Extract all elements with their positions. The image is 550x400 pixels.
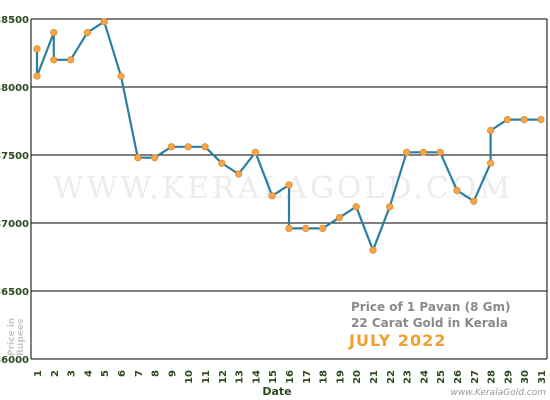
x-tick-label: 23: [403, 370, 414, 384]
data-point: [134, 154, 142, 162]
y-tick-label: 36500: [0, 287, 29, 298]
x-tick-label: 12: [218, 370, 229, 384]
data-point: [486, 126, 495, 135]
gridlines: [30, 18, 548, 360]
y-axis-ticks: 36000 36500 37000 37500 38000 38500: [0, 15, 29, 366]
data-point: [453, 186, 461, 194]
y-tick-label: 38000: [0, 83, 29, 94]
x-tick-label: 4: [83, 370, 94, 377]
data-point: [470, 197, 478, 205]
data-point: [520, 116, 528, 124]
x-tick-label: 2: [50, 370, 61, 377]
data-point: [83, 28, 92, 37]
x-tick-label: 8: [151, 370, 162, 377]
data-point: [50, 56, 58, 64]
data-point: [302, 224, 310, 232]
data-point: [352, 203, 360, 211]
x-tick-label: 31: [537, 370, 548, 384]
data-point: [419, 148, 427, 156]
x-tick-label: 10: [184, 370, 195, 384]
data-point: [50, 28, 58, 37]
price-line: [35, 20, 541, 252]
data-point: [335, 214, 343, 222]
x-tick-label: 5: [100, 370, 111, 377]
y-tick-label: 36000: [0, 355, 29, 366]
data-point: [167, 143, 175, 151]
x-tick-label: 21: [369, 370, 380, 384]
x-tick-label: 24: [419, 370, 430, 384]
data-point: [151, 154, 159, 162]
data-point: [503, 116, 511, 124]
x-tick-label: 7: [134, 370, 145, 377]
data-point: [285, 224, 293, 232]
data-point: [436, 148, 444, 156]
x-tick-label: 30: [520, 370, 531, 384]
x-axis-label: Date: [262, 385, 291, 398]
data-point: [33, 72, 41, 80]
x-tick-label: 26: [453, 370, 464, 384]
data-point: [386, 203, 394, 211]
x-tick-label: 3: [67, 370, 78, 377]
x-tick-label: 9: [167, 370, 178, 377]
x-tick-label: 25: [436, 370, 447, 384]
y-axis-label: Rupees: [16, 319, 26, 356]
data-point: [67, 56, 75, 64]
data-point: [268, 192, 276, 200]
data-point: [33, 45, 41, 53]
x-tick-label: 6: [117, 370, 128, 377]
data-point: [218, 159, 226, 167]
data-point: [100, 18, 108, 26]
x-tick-label: 16: [285, 370, 296, 384]
x-tick-label: 11: [201, 370, 212, 384]
y-tick-label: 38500: [0, 15, 29, 26]
x-tick-label: 13: [235, 370, 246, 384]
x-tick-label: 15: [268, 370, 279, 384]
data-point: [486, 159, 495, 167]
data-point: [184, 143, 192, 151]
info-line-1: Price of 1 Pavan (8 Gm): [351, 300, 511, 314]
y-tick-label: 37500: [0, 151, 29, 162]
x-tick-label: 20: [352, 370, 363, 384]
website-text: www.KeralaGold.com: [451, 388, 547, 398]
x-axis-ticks: 1 2 3 4 5 6 7 8 9 10 11 12 13 14 15 16 17 18 19 20 21 22 23 24 2…: [33, 370, 548, 384]
x-tick-label: 29: [503, 370, 514, 384]
y-axis-label-group: Price in Rupees: [7, 318, 26, 356]
x-tick-label: 1: [33, 370, 44, 377]
data-markers: [33, 18, 545, 254]
y-tick-label: 37000: [0, 219, 29, 230]
y-axis-label: Price in: [7, 318, 17, 356]
data-point: [402, 148, 411, 156]
data-point: [537, 116, 545, 124]
data-point: [369, 246, 377, 254]
x-tick-label: 19: [335, 370, 346, 384]
x-tick-label: 17: [302, 370, 313, 384]
data-point: [251, 148, 259, 156]
x-tick-label: 18: [319, 370, 330, 384]
x-tick-label: 22: [386, 370, 397, 384]
data-point: [235, 170, 243, 178]
data-point: [201, 143, 209, 151]
data-point: [318, 224, 327, 232]
x-tick-label: 14: [251, 370, 262, 384]
info-month: JULY 2022: [348, 331, 446, 350]
x-tick-label: 28: [487, 370, 498, 384]
info-line-2: 22 Carat Gold in Kerala: [351, 316, 508, 330]
data-point: [285, 181, 293, 189]
x-tick-label: 27: [470, 370, 481, 384]
data-point: [117, 72, 125, 80]
